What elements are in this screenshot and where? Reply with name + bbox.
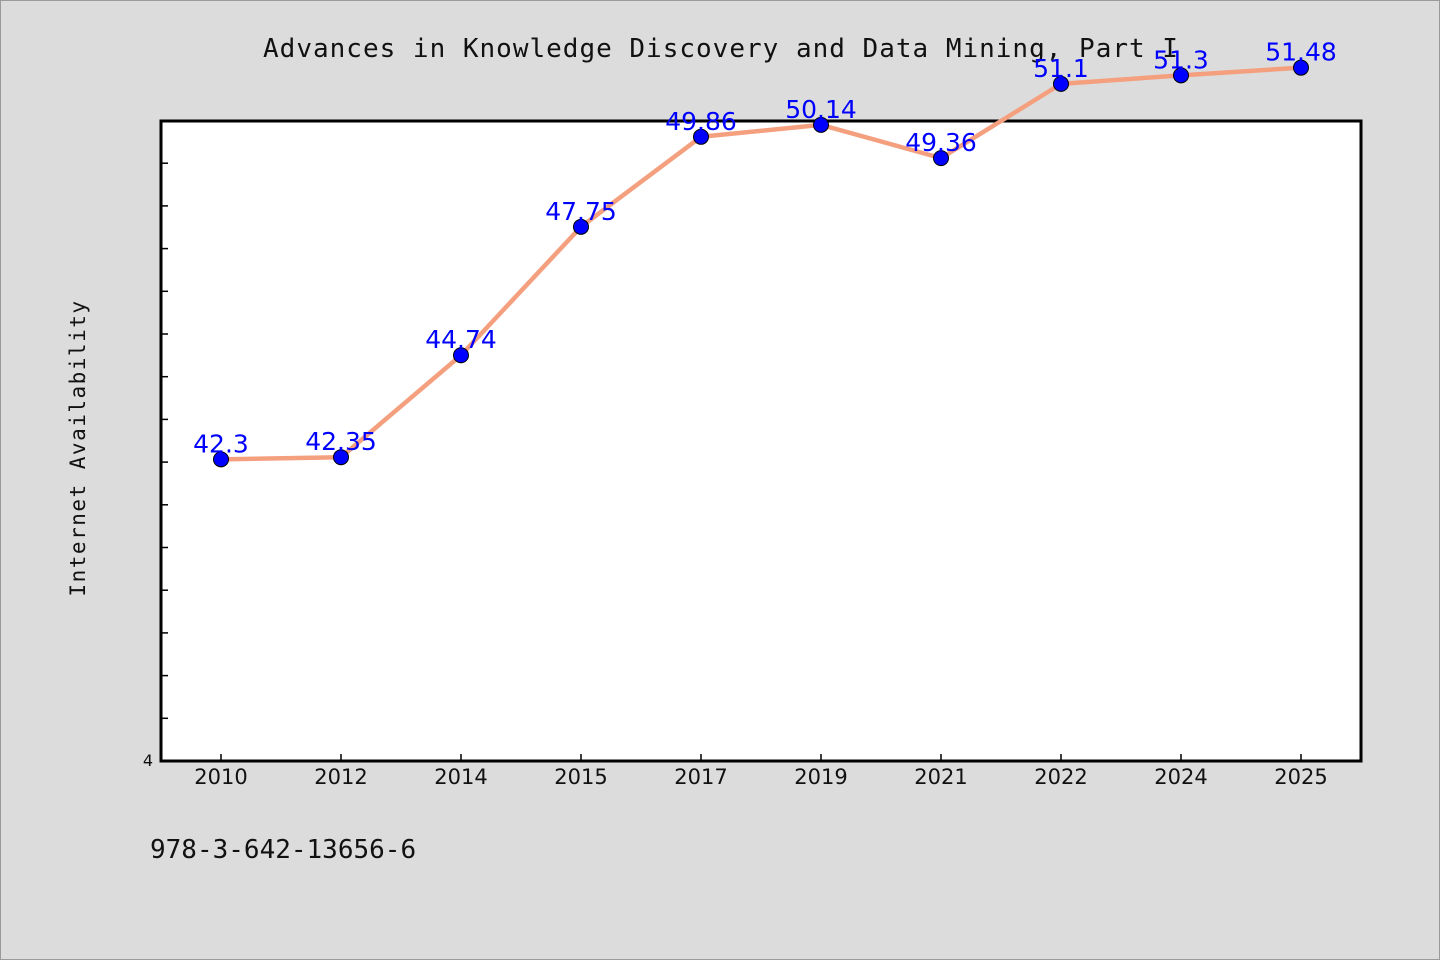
data-label: 47.75 [545,197,617,226]
data-point [1053,75,1069,92]
data-point [933,150,949,167]
data-point [333,449,349,466]
y-axis-ticks: 4 [143,162,168,770]
x-tick-label: 2021 [914,765,967,789]
x-tick-label: 2010 [194,765,247,789]
data-point [813,116,829,133]
series-lines [218,65,1304,462]
x-tick-label: 2024 [1154,765,1207,789]
x-tick-label: 2017 [674,765,727,789]
data-label: 50.14 [785,95,857,124]
isbn-note: 978-3-642-13656-6 [150,835,417,865]
x-tick-label: 2012 [314,765,367,789]
x-tick-label: 2014 [434,765,487,789]
data-point [1173,67,1189,84]
series-line [218,65,1304,462]
chart-title: Advances in Knowledge Discovery and Data… [263,34,1179,64]
data-point [1293,59,1309,76]
data-label: 42.35 [305,427,377,456]
x-tick-label: 2022 [1034,765,1087,789]
y-tick-label: 4 [143,751,153,770]
data-label: 51.3 [1153,45,1209,74]
data-label: 49.36 [905,128,977,157]
data-point [573,218,589,235]
data-labels: 42.3 42.35 44.74 47.75 49.86 50.14 49.36 51.1 51… [193,38,1337,459]
data-label: 44.74 [425,325,497,354]
x-axis-ticks: 2010 2012 2014 2015 2017 2019 2021 2022 2024 2025 [194,754,1328,789]
data-label: 51.1 [1033,54,1089,83]
data-markers [213,59,1309,468]
x-tick-label: 2019 [794,765,847,789]
x-tick-label: 2015 [554,765,607,789]
data-point [213,451,229,468]
data-point [693,128,709,145]
x-tick-label: 2025 [1274,765,1327,789]
data-label: 42.3 [193,429,249,458]
data-label: 49.86 [665,107,737,136]
data-label: 51.48 [1265,38,1337,67]
data-point [453,347,469,364]
